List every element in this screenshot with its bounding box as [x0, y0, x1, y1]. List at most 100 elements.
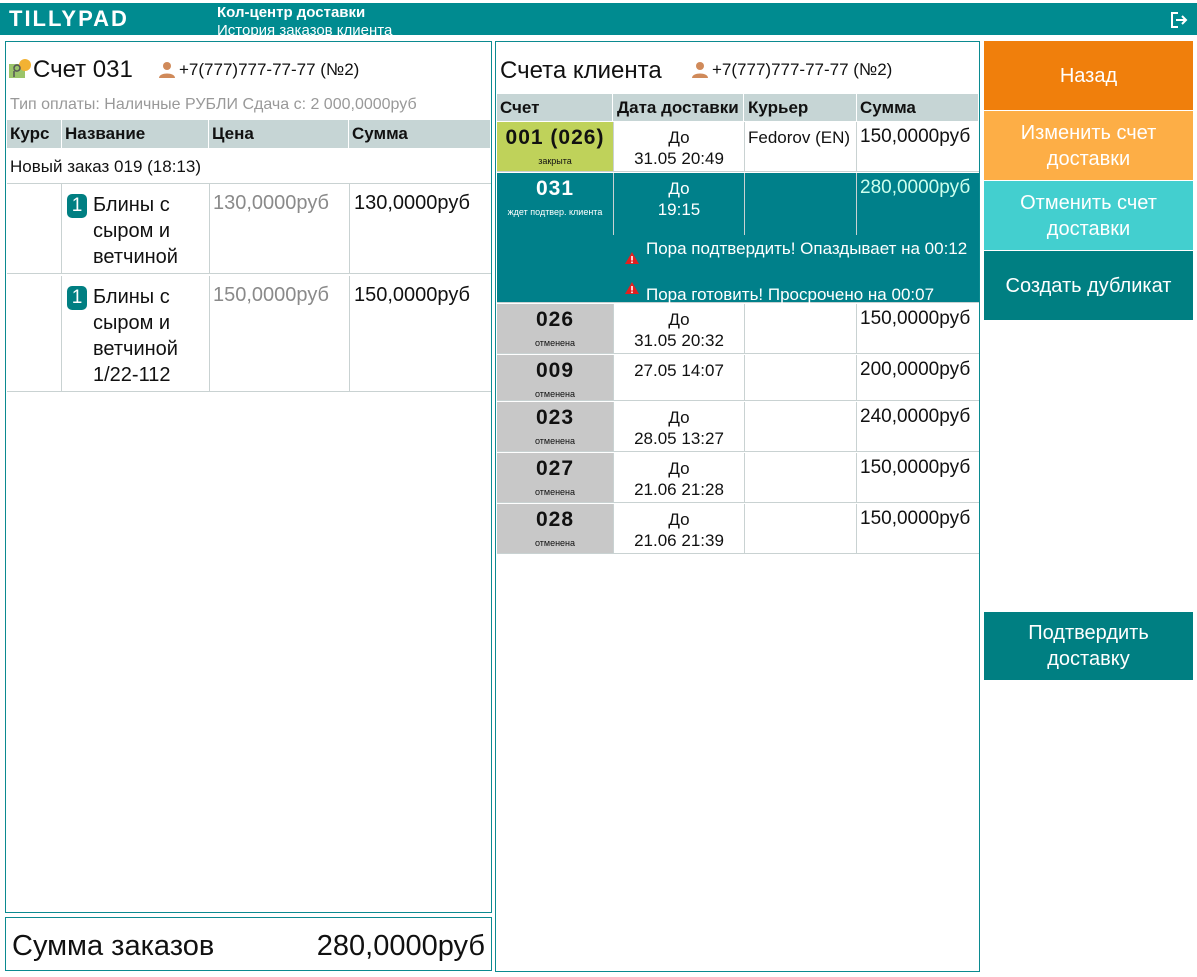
column-header: Счет	[497, 94, 613, 121]
order-status: закрыта	[538, 156, 572, 166]
price-cell-border	[349, 184, 350, 274]
order-row[interactable]: 023 отменена До 28.05 13:27 240,0000руб	[497, 402, 979, 452]
group-row: Новый заказ 019 (18:13)	[7, 150, 491, 184]
order-row[interactable]: 028 отменена До 21.06 21:39 150,0000руб	[497, 504, 979, 554]
course-cell	[7, 184, 62, 274]
date-cell	[613, 355, 614, 400]
order-id: 028	[535, 508, 575, 531]
order-sum: 150,0000руб	[860, 308, 971, 329]
item-name: Блины с сыром и ветчиной 1/22-112	[93, 286, 178, 386]
delivery-date: 21.06 21:28	[634, 480, 724, 499]
courier-cell	[744, 355, 745, 400]
action-button[interactable]: Создать дубликат	[984, 251, 1193, 320]
date-cell	[613, 504, 614, 553]
order-id: 009	[535, 359, 575, 382]
item-sum: 130,0000руб	[354, 192, 470, 214]
course-cell	[7, 276, 62, 392]
date-prefix: До	[668, 408, 690, 427]
action-button[interactable]: Подтвердить доставку	[984, 612, 1193, 680]
warning-icon	[624, 251, 640, 265]
warning-icon	[624, 281, 640, 295]
logo: TILLYPAD	[9, 6, 129, 31]
column-header: Сумма	[857, 94, 979, 121]
table-header	[7, 120, 491, 148]
order-id-cell	[497, 173, 613, 302]
logout-icon[interactable]	[1170, 11, 1188, 29]
price-cell-border	[349, 276, 350, 392]
date-cell	[613, 173, 614, 235]
warning-text: Пора готовить! Просрочено на 00:07	[646, 285, 935, 304]
order-status: отменена	[534, 436, 576, 446]
order-id: 031	[535, 177, 575, 200]
date-prefix: До	[668, 459, 690, 478]
column-header: Сумма	[349, 120, 491, 148]
order-sum: 150,0000руб	[860, 508, 971, 529]
order-panel: Счет 031 +7(777)777-77-77 (№2) Тип оплат…	[5, 41, 492, 913]
order-id-cell	[497, 504, 613, 553]
order-id-cell	[497, 402, 613, 451]
order-status: отменена	[534, 487, 576, 497]
item-row: 1 Блины с сыром и ветчиной 1/22-112 150,00…	[7, 276, 491, 392]
delivery-date: 28.05 13:27	[634, 429, 724, 448]
qty-badge: 1	[67, 286, 87, 310]
courier-cell	[744, 453, 745, 502]
sum-cell	[856, 504, 857, 553]
order-id-cell	[497, 355, 613, 400]
sum-cell	[856, 355, 857, 400]
sum-cell	[856, 173, 857, 235]
courier: Fedorov (EN)	[748, 128, 851, 147]
order-id: 027	[535, 457, 575, 480]
date-prefix: До	[668, 510, 690, 529]
delivery-date: 31.05 20:49	[634, 149, 724, 168]
item-price: 130,0000руб	[213, 192, 329, 214]
order-row[interactable]: 026 отменена До 31.05 20:32 150,0000руб	[497, 304, 979, 354]
total-label: Сумма заказов	[12, 930, 215, 962]
order-row[interactable]: 027 отменена До 21.06 21:28 150,0000руб	[497, 453, 979, 503]
order-phone: +7(777)777-77-77 (№2)	[179, 60, 360, 79]
order-sum: 280,0000руб	[860, 177, 971, 198]
table-header	[497, 94, 979, 121]
total-value: 280,0000руб	[316, 930, 485, 962]
order-row[interactable]: 009 отменена 27.05 14:07 200,0000руб	[497, 355, 979, 401]
client-orders-title: Счета клиента	[500, 57, 662, 84]
order-id-cell	[497, 453, 613, 502]
name-cell-border	[209, 184, 210, 274]
qty-badge: 1	[67, 194, 87, 218]
delivery-date: 19:15	[657, 200, 701, 219]
column-header: Название	[62, 120, 209, 148]
order-id-cell	[497, 304, 613, 353]
item-sum: 150,0000руб	[354, 284, 470, 306]
date-prefix: До	[668, 179, 690, 198]
courier-cell	[744, 402, 745, 451]
order-row[interactable]: 031 ждет подтвер. клиента До 19:15 280,0000р…	[497, 173, 979, 304]
column-header: Дата доставки	[614, 94, 744, 121]
courier-cell	[744, 173, 745, 235]
warning-text: Пора подтвердить! Опаздывает на 00:12	[646, 239, 968, 258]
sum-cell	[856, 402, 857, 451]
client-icon	[692, 62, 708, 78]
sum-cell	[856, 453, 857, 502]
order-sum: 150,0000руб	[860, 126, 971, 147]
page-subtitle[interactable]: История заказов клиента	[217, 22, 393, 39]
payment-info: Тип оплаты: Наличные РУБЛИ Сдача с: 2 00…	[10, 96, 417, 113]
courier-cell	[744, 504, 745, 553]
order-id: 001 (026)	[505, 126, 605, 149]
sum-cell	[856, 122, 857, 171]
order-status: отменена	[534, 338, 576, 348]
date-prefix: До	[668, 310, 690, 329]
date-cell	[613, 122, 614, 171]
action-button[interactable]: Отменить счет доставки	[984, 181, 1193, 250]
order-icon	[9, 59, 31, 78]
action-button[interactable]: Изменить счет доставки	[984, 111, 1193, 180]
action-button[interactable]: Назад	[984, 41, 1193, 110]
order-status: отменена	[534, 538, 576, 548]
total-box: Сумма заказов 280,0000руб	[5, 917, 492, 971]
name-cell-border	[209, 276, 210, 392]
order-row[interactable]: 001 (026) закрыта До 31.05 20:49 Fedorov (EN…	[497, 122, 979, 172]
order-status: отменена	[534, 389, 576, 399]
item-price: 150,0000руб	[213, 284, 329, 306]
date-cell	[613, 453, 614, 502]
item-row: 1 Блины с сыром и ветчиной 130,0000руб 130,…	[7, 184, 491, 274]
order-sum: 240,0000руб	[860, 406, 971, 427]
